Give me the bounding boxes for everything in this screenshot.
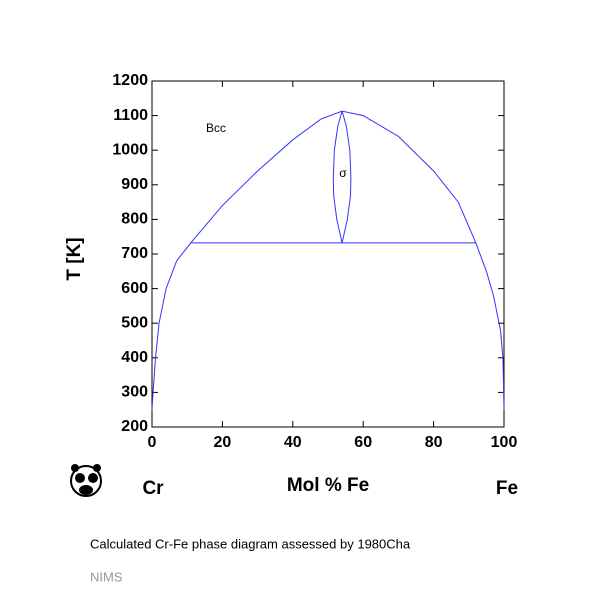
- x-tick-label: 20: [214, 434, 232, 451]
- y-tick-label: 300: [121, 384, 148, 401]
- x-tick-label: 100: [491, 434, 518, 451]
- annotation: σ: [339, 166, 347, 180]
- y-tick-label: 1000: [112, 141, 148, 158]
- y-tick-label: 500: [121, 314, 148, 331]
- phase-boundary: [332, 110, 343, 244]
- phase-boundary: [151, 110, 505, 410]
- y-tick-label: 700: [121, 245, 148, 262]
- y-tick-label: 200: [121, 418, 148, 435]
- x-tick-label: 0: [148, 434, 157, 451]
- x-axis-label: Mol % Fe: [287, 475, 369, 496]
- x-tick-label: 80: [425, 434, 443, 451]
- logo: [70, 464, 102, 497]
- caption: Calculated Cr-Fe phase diagram assessed …: [90, 536, 411, 551]
- right-label: Fe: [496, 478, 518, 499]
- y-tick-label: 600: [121, 280, 148, 297]
- y-tick-label: 900: [121, 176, 148, 193]
- annotation: Bcc: [206, 121, 226, 135]
- phase-boundary: [341, 110, 352, 244]
- footer: NIMS: [90, 569, 123, 584]
- x-tick-label: 60: [354, 434, 372, 451]
- y-axis-label: T [K]: [64, 237, 85, 280]
- y-tick-label: 400: [121, 349, 148, 366]
- plot-frame: [151, 80, 505, 428]
- y-tick-label: 1200: [112, 72, 148, 89]
- x-tick-label: 40: [284, 434, 302, 451]
- y-tick-label: 800: [121, 211, 148, 228]
- y-tick-label: 1100: [113, 107, 148, 124]
- left-label: Cr: [142, 478, 164, 499]
